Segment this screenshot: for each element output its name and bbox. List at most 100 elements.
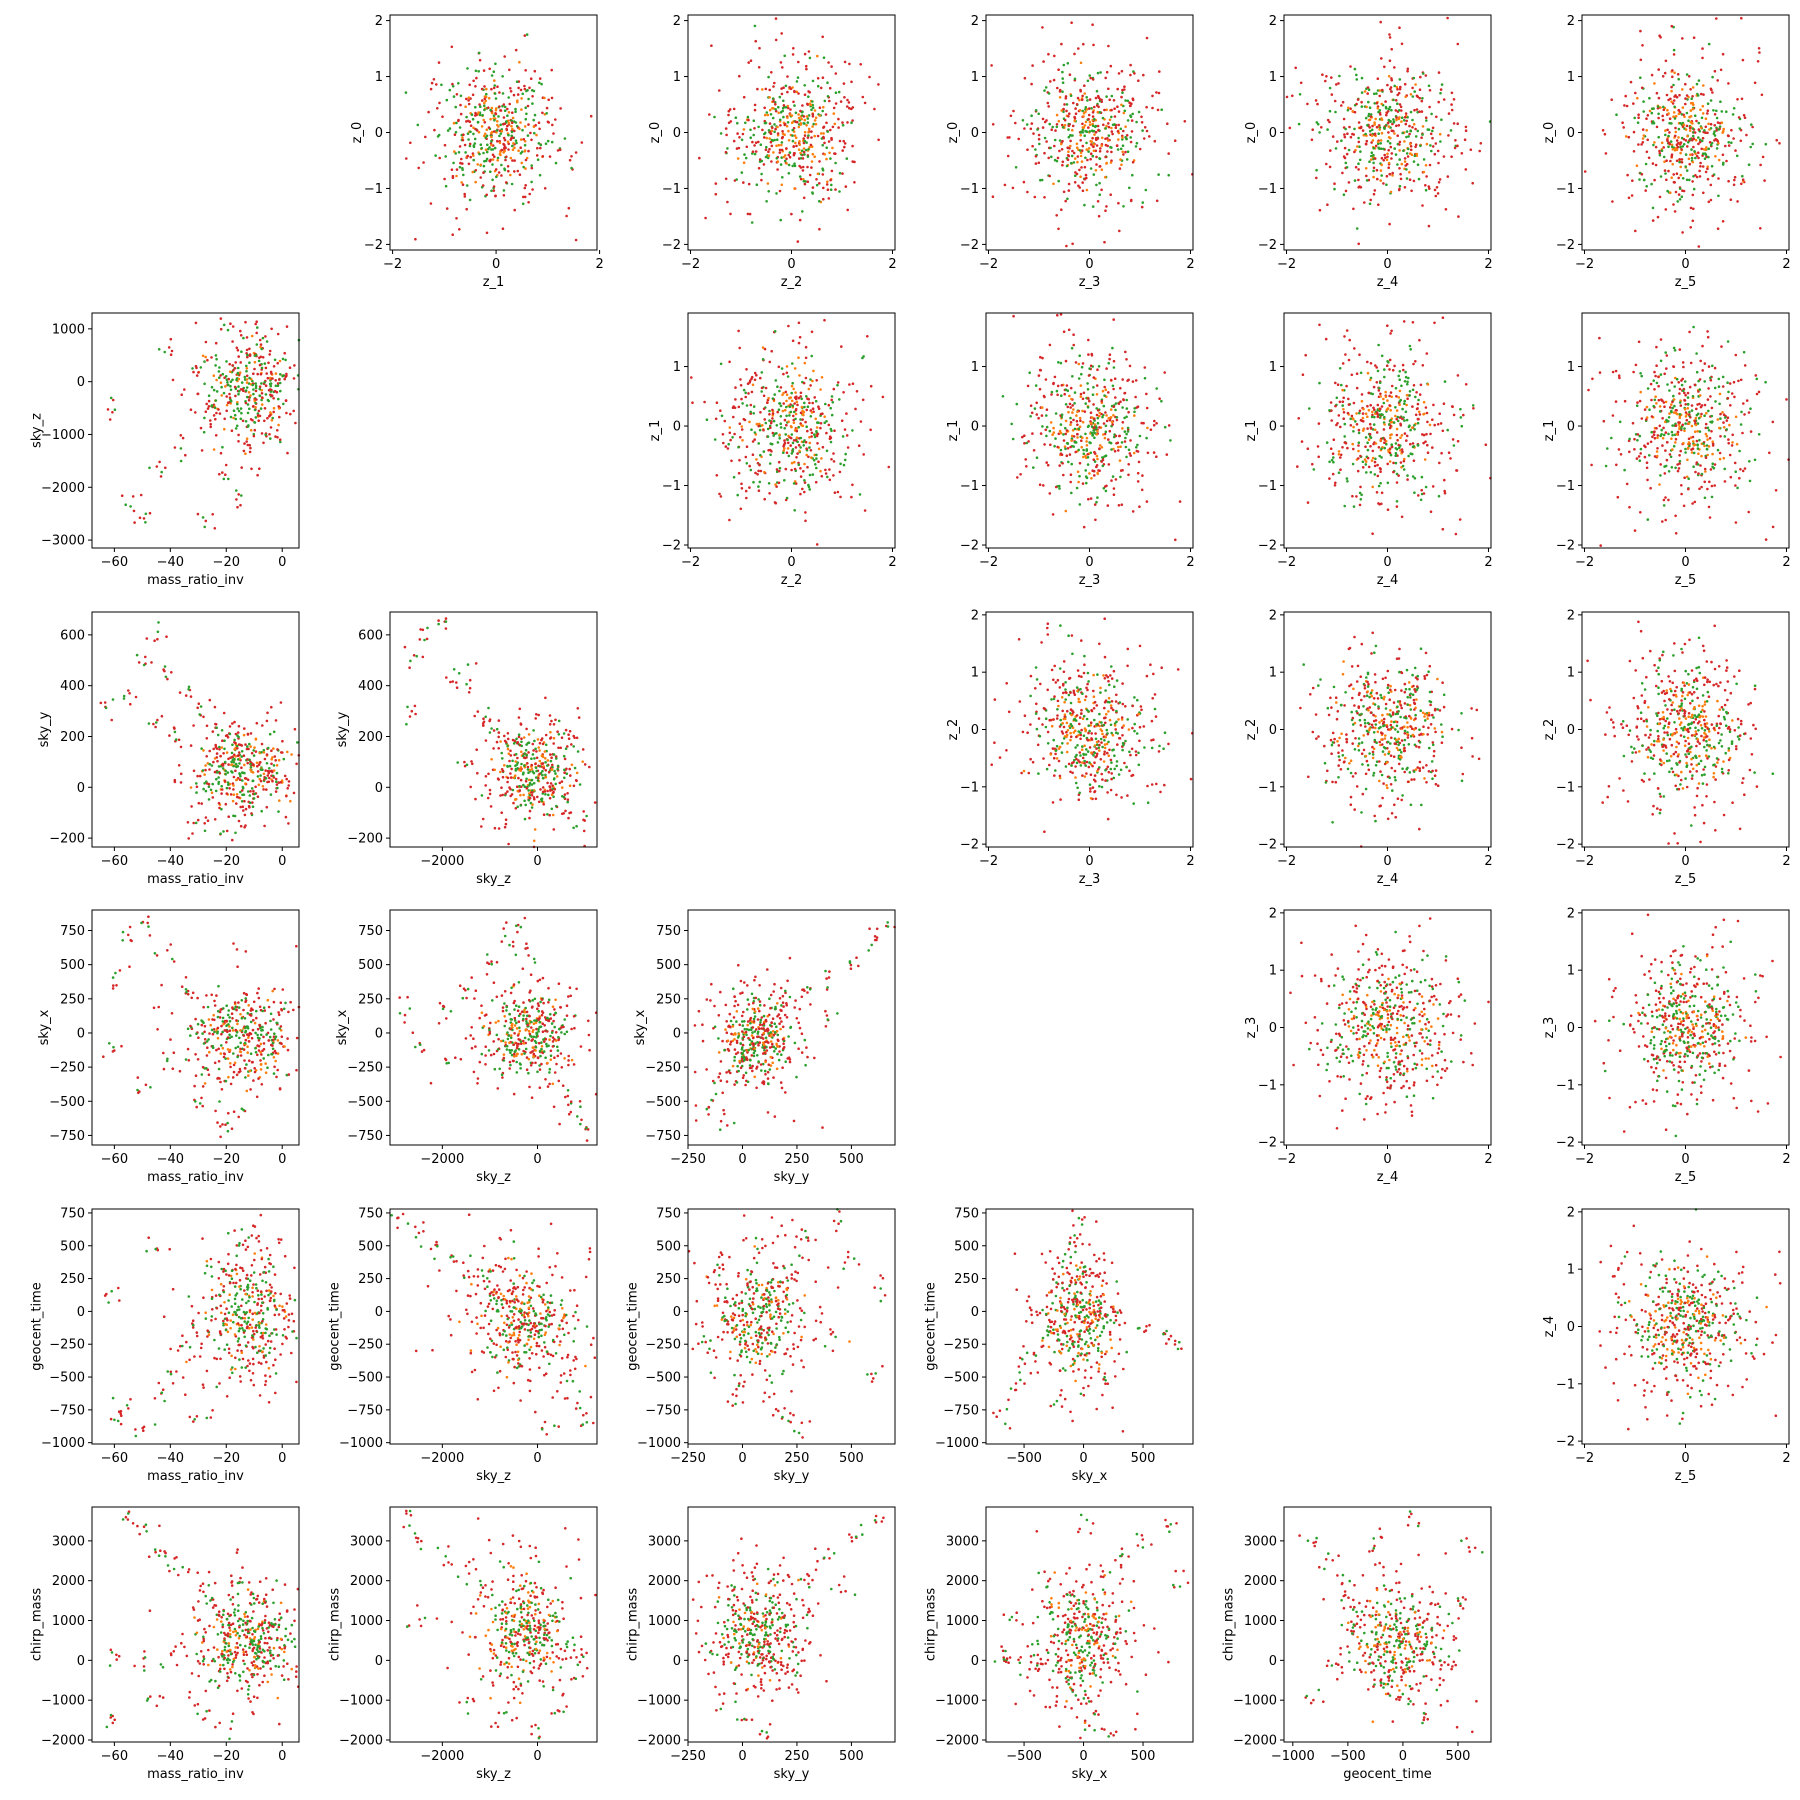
data-point <box>826 475 829 479</box>
data-point <box>1361 429 1365 432</box>
x-tick-label: −2 <box>681 257 700 272</box>
data-point <box>1706 112 1709 115</box>
data-point <box>785 162 788 165</box>
data-point <box>801 487 804 491</box>
data-point <box>1059 361 1063 365</box>
data-point <box>1462 413 1465 417</box>
data-point <box>552 132 555 135</box>
data-point <box>877 138 880 142</box>
data-point <box>1426 383 1430 386</box>
data-point <box>1098 165 1102 168</box>
data-point <box>1651 120 1655 123</box>
data-point <box>790 399 794 403</box>
data-point <box>548 155 552 158</box>
data-point <box>785 451 789 455</box>
data-point <box>1328 460 1331 464</box>
data-point <box>1729 404 1732 407</box>
data-point <box>781 66 784 69</box>
data-point <box>259 372 263 376</box>
data-point <box>788 155 792 159</box>
data-point <box>809 449 813 452</box>
data-point <box>274 372 278 375</box>
data-point <box>798 119 801 122</box>
data-point <box>1413 108 1416 112</box>
x-tick-label: −20 <box>213 555 240 570</box>
data-point <box>811 125 814 128</box>
data-point <box>1632 102 1635 105</box>
data-point <box>1709 378 1713 382</box>
data-point <box>1424 485 1428 489</box>
data-point <box>574 238 578 242</box>
data-point <box>527 123 530 126</box>
y-tick-label: −1 <box>662 182 681 197</box>
data-point <box>1037 137 1041 141</box>
data-point <box>471 117 475 121</box>
data-point <box>1380 163 1383 167</box>
data-point <box>1366 415 1369 419</box>
data-point <box>1420 488 1423 492</box>
data-point <box>766 401 769 405</box>
data-point <box>1096 421 1100 425</box>
data-point <box>1376 142 1380 146</box>
data-point <box>808 56 812 60</box>
data-point <box>1039 432 1043 435</box>
data-point <box>766 113 770 117</box>
data-point <box>1373 428 1377 432</box>
data-point <box>739 507 743 511</box>
data-point <box>1484 443 1488 447</box>
data-point <box>227 383 230 387</box>
data-point <box>485 150 489 154</box>
data-point <box>780 87 783 90</box>
data-point <box>1717 128 1720 131</box>
data-point <box>733 406 737 410</box>
data-point <box>804 148 808 152</box>
data-point <box>802 381 806 385</box>
data-point <box>1355 386 1359 390</box>
data-point <box>445 98 449 102</box>
data-point <box>497 171 501 174</box>
data-point <box>785 393 789 397</box>
data-point <box>1639 76 1642 79</box>
data-point <box>773 123 776 126</box>
data-point <box>1397 374 1400 378</box>
data-point <box>783 159 787 163</box>
data-point <box>740 428 744 431</box>
data-point <box>1394 99 1398 102</box>
data-point <box>778 466 782 470</box>
data-point <box>778 148 782 152</box>
data-point <box>1361 129 1365 132</box>
data-point <box>1692 145 1695 149</box>
data-point <box>499 109 502 112</box>
data-point <box>1078 416 1082 420</box>
data-point <box>231 378 234 382</box>
data-point <box>1388 447 1392 451</box>
data-point <box>741 402 744 405</box>
data-point <box>292 409 296 413</box>
data-point <box>806 136 810 139</box>
data-point <box>254 382 257 385</box>
data-point <box>498 141 502 145</box>
data-point <box>1601 129 1605 132</box>
data-point <box>729 212 732 216</box>
data-point <box>824 402 827 406</box>
data-point <box>493 146 497 150</box>
data-point <box>506 165 510 168</box>
data-point <box>1393 84 1396 88</box>
data-point <box>480 125 484 128</box>
data-point <box>1677 108 1680 112</box>
data-point <box>532 118 535 122</box>
data-point <box>237 493 240 496</box>
data-point <box>1373 102 1376 105</box>
data-point <box>1366 448 1370 452</box>
data-point <box>1630 194 1634 197</box>
data-point <box>478 58 482 62</box>
data-point <box>429 202 433 205</box>
data-point <box>792 439 796 442</box>
data-point <box>832 106 836 110</box>
data-point <box>801 157 805 160</box>
data-point <box>484 136 488 139</box>
data-point <box>720 414 724 418</box>
data-point <box>1626 173 1629 177</box>
data-point <box>1704 170 1708 174</box>
data-point <box>1353 179 1357 182</box>
